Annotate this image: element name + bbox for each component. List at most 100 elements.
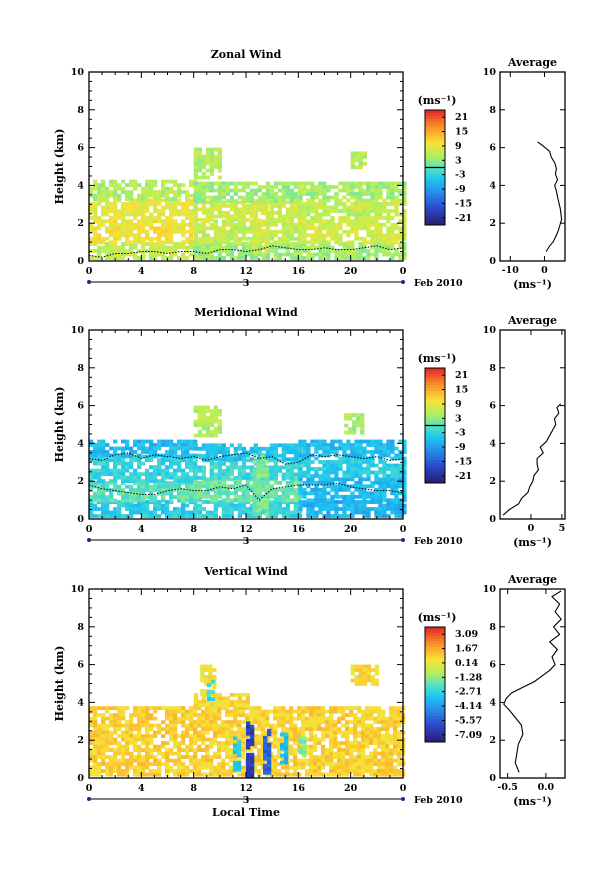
heatmap-cell	[313, 709, 318, 714]
heatmap-cell	[93, 744, 98, 749]
heatmap-cell	[346, 229, 351, 234]
heatmap-cell	[137, 498, 142, 503]
heatmap-cell	[233, 716, 238, 721]
heatmap-cell	[289, 446, 294, 451]
heatmap-cell	[342, 219, 347, 224]
heatmap-cell	[89, 216, 94, 220]
heatmap-cell	[133, 491, 138, 496]
heatmap-cell	[133, 765, 138, 770]
heatmap-cell	[137, 461, 142, 466]
heatmap-cell	[354, 236, 359, 241]
heatmap-cell	[209, 700, 214, 704]
heatmap-cell	[229, 453, 234, 458]
heatmap-cell	[129, 193, 134, 198]
heatmap-cell	[277, 510, 282, 515]
heatmap-cell	[365, 755, 370, 759]
heatmap-cell	[269, 195, 274, 200]
heatmap-cell	[97, 245, 102, 250]
heatmap-cell	[149, 226, 154, 231]
heatmap-cell	[193, 723, 198, 728]
heatmap-cell	[321, 744, 326, 749]
heatmap-cell	[342, 477, 347, 482]
heatmap-cell	[361, 744, 366, 749]
heatmap-cell	[117, 503, 122, 508]
heatmap-cell	[209, 245, 214, 250]
heatmap-cell	[370, 494, 375, 499]
heatmap-cell	[105, 706, 110, 710]
heatmap-cell	[264, 501, 269, 506]
heatmap-cell	[374, 494, 379, 499]
heatmap-cell	[318, 494, 323, 499]
heatmap-cell	[157, 458, 162, 462]
heatmap-cell	[165, 205, 170, 210]
heatmap-cell	[129, 758, 134, 763]
heatmap-cell	[185, 193, 190, 198]
heatmap-cell	[306, 249, 311, 253]
heatmap-cell	[177, 498, 182, 503]
heatmap-cell	[173, 720, 178, 724]
heatmap-cell	[334, 463, 339, 468]
heatmap-cell	[233, 181, 238, 186]
heatmap-cell	[157, 212, 162, 217]
heatmap-cell	[386, 229, 391, 234]
heatmap-cell	[289, 192, 294, 196]
heatmap-cell	[105, 458, 110, 462]
heatmap-cell	[260, 480, 265, 485]
heatmap-cell	[245, 204, 250, 208]
heatmap-cell	[346, 188, 351, 193]
heatmap-cell	[350, 229, 355, 234]
heatmap-cell	[313, 762, 318, 766]
heatmap-cell	[264, 459, 269, 464]
heatmap-cell	[189, 713, 194, 717]
heatmap-cell	[213, 503, 218, 508]
heatmap-cell	[306, 181, 311, 186]
heatmap-cell	[245, 226, 250, 231]
colorbar-unit: (ms⁻¹)	[418, 352, 457, 365]
heatmap-cell	[153, 734, 158, 738]
heatmap-cell	[145, 229, 150, 234]
heatmap-cell	[181, 706, 186, 710]
heatmap-cell	[374, 219, 379, 224]
heatmap-cell	[89, 481, 94, 485]
heatmap-cell	[378, 205, 383, 210]
heatmap-cell	[241, 727, 246, 731]
heatmap-cell	[346, 205, 351, 210]
heatmap-cell	[125, 190, 130, 194]
heatmap-cell	[229, 713, 234, 717]
heatmap-cell	[342, 480, 347, 485]
colorbar-segment	[425, 368, 445, 372]
heatmap-cell	[365, 734, 370, 738]
heatmap-cell	[389, 716, 394, 721]
heatmap-cell	[361, 730, 366, 735]
heatmap-cell	[326, 209, 331, 213]
heatmap-cell	[269, 222, 274, 227]
heatmap-cell	[293, 204, 298, 208]
heatmap-cell	[341, 734, 346, 738]
heatmap-cell	[137, 751, 142, 756]
heatmap-cell	[97, 186, 102, 191]
heatmap-cell	[153, 475, 158, 480]
heatmap-cell	[277, 503, 282, 508]
heatmap-cell	[141, 720, 146, 724]
heatmap-cell	[225, 487, 230, 492]
heatmap-cell	[197, 465, 202, 470]
heatmap-cell	[322, 480, 327, 485]
heatmap-cell	[252, 491, 257, 496]
heatmap-cell	[322, 484, 327, 489]
heatmap-cell	[125, 443, 130, 447]
heatmap-cell	[370, 507, 375, 511]
heatmap-cell	[229, 245, 234, 250]
heatmap-cell	[289, 772, 294, 777]
heatmap-cell	[386, 236, 391, 241]
heatmap-cell	[237, 772, 242, 777]
heatmap-cell	[109, 468, 114, 473]
heatmap-cell	[354, 233, 359, 238]
heatmap-cell	[249, 249, 254, 253]
heatmap-cell	[201, 172, 206, 176]
heatmap-cell	[326, 470, 331, 475]
heatmap-cell	[341, 741, 346, 745]
heatmap-cell	[293, 762, 298, 766]
heatmap-cell	[153, 488, 158, 492]
heatmap-cell	[289, 472, 294, 477]
heatmap-cell	[197, 158, 202, 162]
